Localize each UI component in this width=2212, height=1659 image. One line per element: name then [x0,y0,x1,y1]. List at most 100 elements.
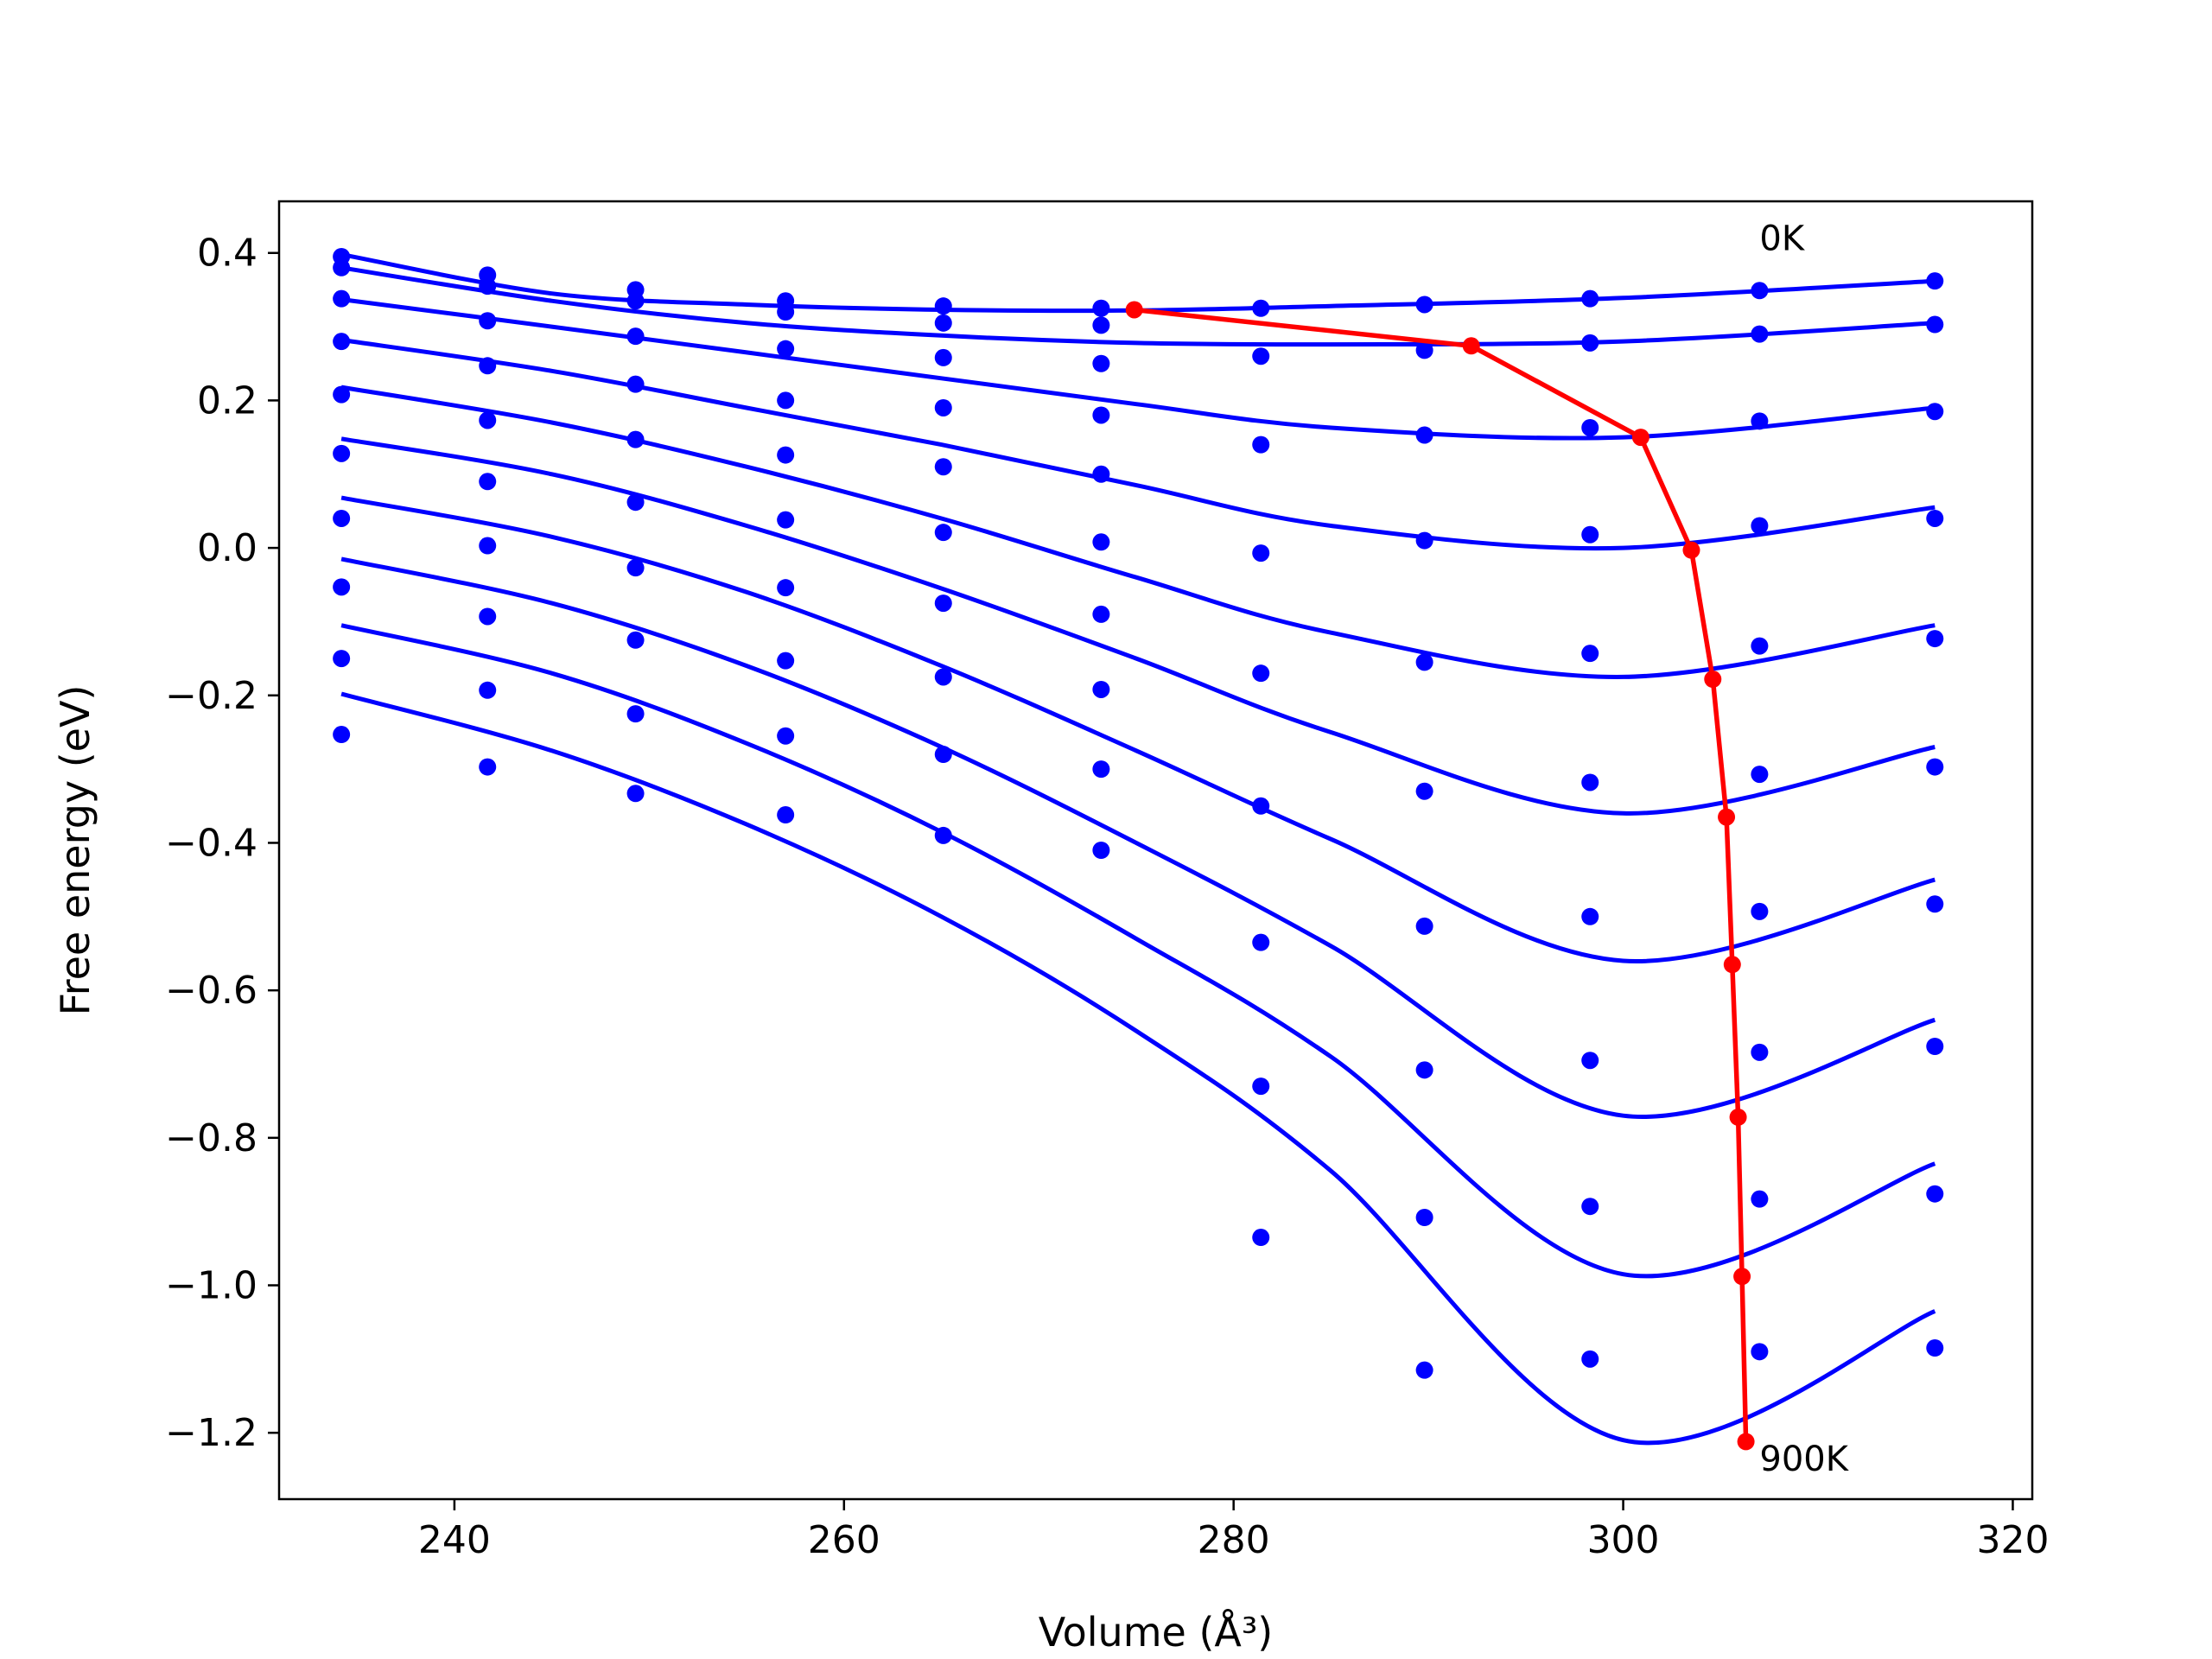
minimum-point [1718,808,1736,826]
data-point [1751,282,1769,300]
data-point [1751,637,1769,655]
data-point [1926,403,1944,421]
data-point [934,668,952,686]
data-point [934,594,952,613]
data-point [333,258,351,276]
data-point [479,758,497,776]
minima-path [1125,301,1755,1451]
y-tick-label: −0.6 [165,969,257,1013]
data-point [1751,1343,1769,1361]
data-point [934,297,952,315]
data-point [626,705,645,723]
data-point [1415,1208,1433,1226]
axis-ticks: 240 260 280 300 320 0.4 0.2 0.0 −0.2 −0.4 −0.6 −0.8… [165,232,2049,1562]
data-point [777,391,795,410]
data-point [1092,406,1110,424]
data-point [1092,465,1110,483]
data-point [777,652,795,670]
data-point [1581,645,1599,663]
data-point [777,511,795,529]
data-point [1092,842,1110,859]
data-point [934,398,952,416]
x-tick-label: 280 [1198,1518,1270,1562]
data-point [1252,1077,1270,1096]
data-point [934,314,952,332]
data-point [1092,533,1110,551]
y-tick-label: −0.2 [165,674,257,718]
data-point [1092,760,1110,779]
data-point [626,327,645,346]
y-tick-label: 0.4 [197,232,257,276]
y-axis-label: Free energy (eV) [52,685,99,1016]
y-tick-label: −0.4 [165,821,257,865]
data-point [777,727,795,745]
data-point [333,289,351,308]
temperature-annotation: 900K [1759,1440,1849,1479]
minimum-point [1733,1268,1751,1286]
data-point [1415,917,1433,935]
data-point [1581,334,1599,352]
data-point [1926,1185,1944,1203]
data-point [1092,680,1110,698]
data-point [333,333,351,351]
data-point [1751,412,1769,430]
x-tick-label: 320 [1976,1518,2049,1562]
data-point [1926,315,1944,334]
fit-curve-3 [340,337,1936,551]
data-point [626,292,645,310]
data-point [1926,1038,1944,1056]
data-point [479,312,497,330]
data-point [1415,426,1433,444]
fit-curves [340,251,1936,1446]
fit-curve-7 [340,556,1936,1119]
data-point [1092,605,1110,623]
y-tick-label: −0.8 [165,1116,257,1160]
data-point [626,430,645,448]
fit-curve-1 [340,265,1936,347]
data-point [333,509,351,527]
fit-curve-2 [340,297,1936,441]
data-point [777,303,795,321]
data-point [777,446,795,464]
data-point [1415,653,1433,671]
x-tick-label: 240 [418,1518,491,1562]
x-tick-label: 300 [1587,1518,1660,1562]
data-point [1751,1043,1769,1061]
y-tick-label: −1.2 [165,1411,257,1455]
data-points [333,248,1944,1379]
minimum-point [1682,541,1700,559]
data-point [1252,797,1270,815]
data-point [1252,544,1270,563]
data-point [1751,517,1769,535]
data-point [1926,630,1944,648]
minima-line [1134,307,1749,1442]
minimum-point [1723,956,1741,974]
annotations: 0K 900K [1759,219,1849,1479]
data-point [479,473,497,491]
data-point [1415,341,1433,359]
data-point [934,746,952,764]
data-point [333,444,351,462]
data-point [934,348,952,366]
data-point [1581,289,1599,308]
data-point [934,458,952,476]
data-point [1415,782,1433,800]
data-point [1415,1361,1433,1379]
data-point [1926,1339,1944,1357]
data-point [333,578,351,596]
data-point [1252,347,1270,365]
fit-curve-0 [340,251,1936,314]
data-point [479,681,497,699]
minimum-point [1631,429,1649,447]
data-point [1092,354,1110,372]
minimum-point [1125,301,1143,319]
data-point [626,785,645,803]
plot-frame [277,200,2034,1501]
fit-curve-8 [340,623,1936,1279]
data-point [479,537,497,555]
minimum-point [1737,1433,1755,1451]
data-point [626,559,645,577]
data-point [1581,1198,1599,1216]
data-point [777,806,795,824]
